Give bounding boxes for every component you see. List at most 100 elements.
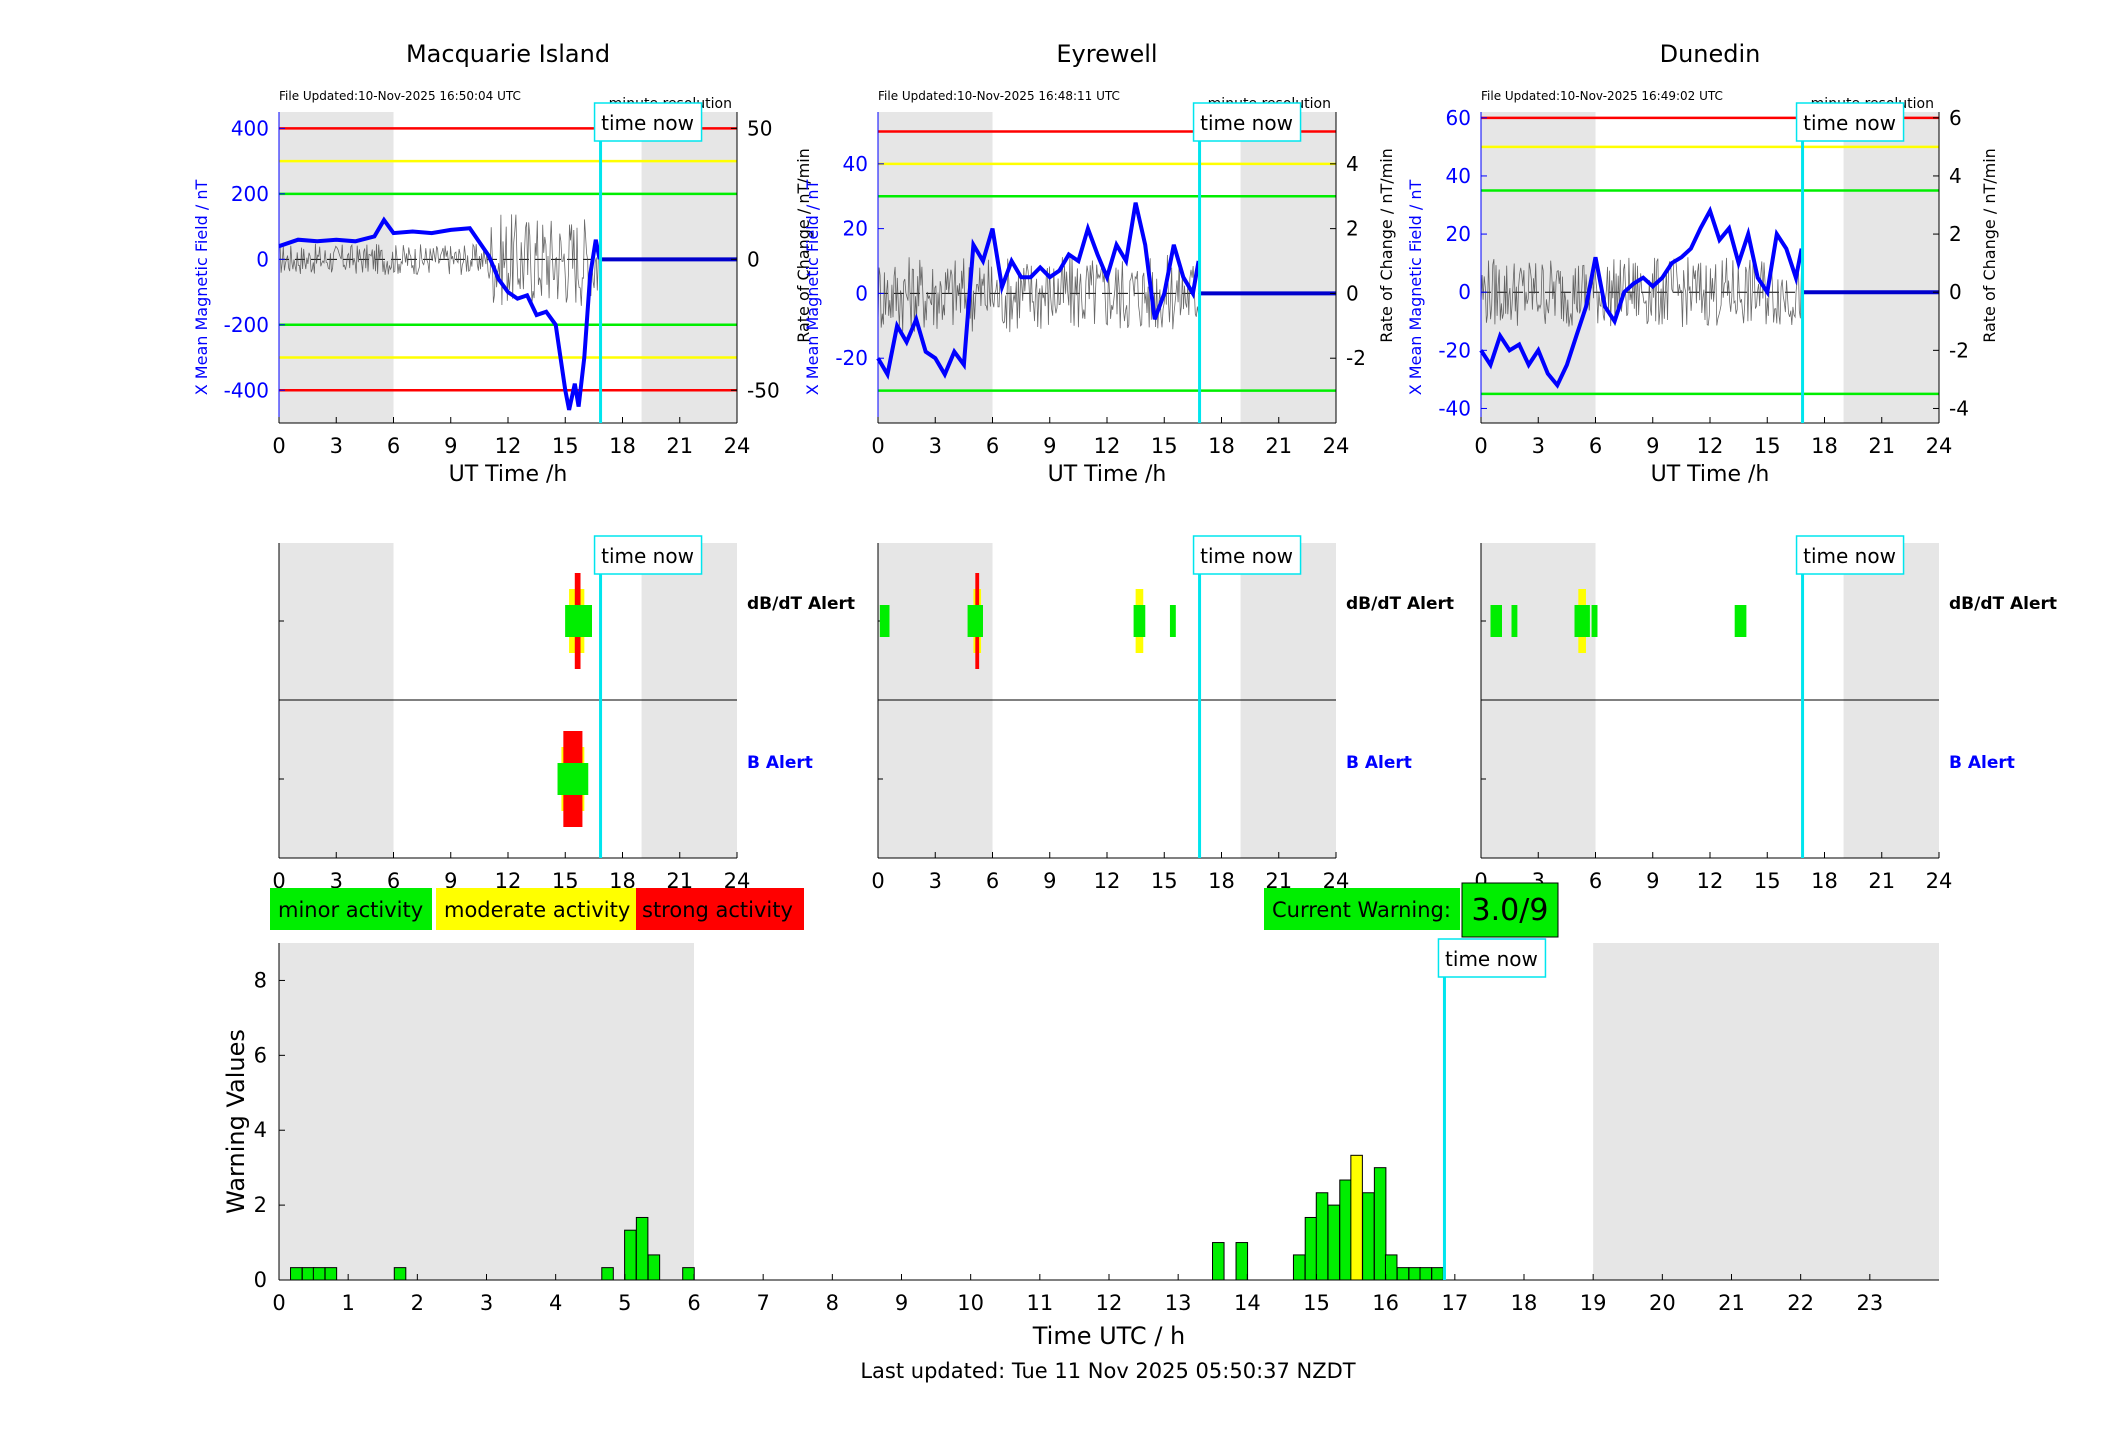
- left-tick-label: 0: [1458, 280, 1471, 304]
- bar-x-tick-label: 2: [411, 1291, 424, 1315]
- warning-bar: [682, 1267, 695, 1281]
- time-now-label: time now: [1200, 111, 1293, 135]
- dbdt-alert-core: [1734, 605, 1747, 637]
- bar-x-tick-label: 0: [272, 1291, 285, 1315]
- warning-bar: [1292, 1254, 1306, 1281]
- alert-time-now-label: time now: [1803, 544, 1896, 568]
- dbdt-alert-label: dB/dT Alert: [747, 594, 855, 614]
- right-tick-label: 4: [1949, 164, 1962, 188]
- x-tick-label: 21: [1868, 434, 1895, 458]
- warning-bar: [1408, 1267, 1421, 1281]
- file-updated-text: File Updated:10-Nov-2025 16:50:04 UTC: [279, 89, 521, 103]
- bar-x-tick-label: 17: [1441, 1291, 1468, 1315]
- warning-bar: [1235, 1242, 1249, 1281]
- bar-x-axis-label: Time UTC / h: [1032, 1322, 1186, 1350]
- alert-x-tick-label: 6: [387, 869, 400, 893]
- legend-moderate-swatch: [436, 888, 636, 930]
- x-tick-label: 24: [724, 434, 751, 458]
- warning-bar: [1431, 1267, 1444, 1281]
- right-tick-label: 0: [1949, 280, 1962, 304]
- dbdt-alert-label: dB/dT Alert: [1346, 594, 1454, 614]
- alert-x-tick-label: 6: [1589, 869, 1602, 893]
- left-tick-label: 0: [855, 281, 868, 305]
- right-tick-label: -50: [747, 378, 780, 402]
- warning-bar: [647, 1254, 661, 1281]
- station-title: Dunedin: [1660, 40, 1761, 68]
- bar-x-tick-label: 14: [1234, 1291, 1261, 1315]
- left-tick-label: -400: [224, 378, 269, 402]
- left-tick-label: -40: [1438, 396, 1471, 420]
- x-tick-label: 0: [871, 434, 884, 458]
- station-panel-2: Dunedin File Updated:10-Nov-2025 16:49:02…: [1406, 40, 2057, 893]
- x-mean-field-trace: [876, 202, 1201, 380]
- station-title: Eyrewell: [1056, 40, 1157, 68]
- bar-x-tick-label: 13: [1165, 1291, 1192, 1315]
- legend-moderate-label: moderate activity: [444, 898, 630, 922]
- alert-time-now-box: [593, 535, 703, 575]
- x-tick-label: 3: [330, 434, 343, 458]
- right-tick-label: 0: [747, 247, 760, 271]
- bar-time-now-box: [1437, 938, 1547, 978]
- dbdt-alert-core: [967, 605, 983, 637]
- station-panel-1: Eyrewell File Updated:10-Nov-2025 16:48:1…: [803, 40, 1454, 893]
- warning-bar: [1384, 1254, 1398, 1281]
- alert-x-tick-label: 0: [871, 869, 884, 893]
- dbdt-alert-core: [879, 605, 890, 637]
- x-axis-label: UT Time /h: [1048, 462, 1167, 487]
- warning-bar: [393, 1267, 407, 1281]
- current-warning-label: Current Warning:: [1272, 898, 1451, 922]
- bar-x-tick-label: 15: [1303, 1291, 1330, 1315]
- rate-of-change-trace: [877, 254, 1200, 333]
- left-tick-label: 200: [231, 182, 269, 206]
- x-tick-label: 12: [495, 434, 522, 458]
- dbdt-alert-core: [1574, 605, 1590, 637]
- b-alert-label: B Alert: [747, 753, 813, 773]
- warning-bar: [1373, 1167, 1387, 1281]
- left-axis-label: X Mean Magnetic Field / nT: [192, 180, 211, 396]
- alert-x-tick-label: 18: [1208, 869, 1235, 893]
- right-tick-label: 2: [1949, 222, 1962, 246]
- alert-x-tick-label: 24: [1926, 869, 1953, 893]
- left-tick-label: 0: [256, 247, 269, 271]
- dbdt-alert-label: dB/dT Alert: [1949, 594, 2057, 614]
- bar-x-tick-label: 3: [480, 1291, 493, 1315]
- x-tick-label: 6: [387, 434, 400, 458]
- x-tick-label: 15: [552, 434, 579, 458]
- dbdt-alert-core: [1511, 605, 1518, 637]
- x-tick-label: 21: [666, 434, 693, 458]
- night-band: [1240, 112, 1336, 423]
- time-now-box: [1795, 102, 1905, 142]
- bar-x-tick-label: 18: [1511, 1291, 1538, 1315]
- right-axis-label: Rate of Change / nT/min: [1980, 148, 1999, 343]
- right-axis-label: Rate of Change / nT/min: [1377, 148, 1396, 343]
- x-tick-label: 18: [609, 434, 636, 458]
- alert-time-now-box: [1192, 535, 1302, 575]
- x-tick-label: 3: [1532, 434, 1545, 458]
- x-tick-label: 12: [1094, 434, 1121, 458]
- warning-bar: [1362, 1192, 1375, 1281]
- bar-y-tick-label: 4: [254, 1118, 267, 1142]
- warning-bar: [312, 1267, 326, 1281]
- warning-bar: [324, 1267, 338, 1281]
- x-axis-label: UT Time /h: [1651, 462, 1770, 487]
- bar-x-tick-label: 21: [1718, 1291, 1745, 1315]
- legend-minor-swatch: [270, 888, 432, 930]
- right-tick-label: 2: [1346, 217, 1359, 241]
- warning-bar: [1396, 1267, 1410, 1281]
- alert-x-tick-label: 0: [272, 869, 285, 893]
- alert-x-tick-label: 9: [1646, 869, 1659, 893]
- activity-legend: minor activity moderate activity strong ac…: [270, 888, 804, 930]
- right-tick-label: -2: [1949, 338, 1969, 362]
- right-tick-label: -4: [1949, 396, 1969, 420]
- x-mean-field-trace: [278, 216, 602, 411]
- alert-x-tick-label: 18: [1811, 869, 1838, 893]
- x-axis-label: UT Time /h: [449, 462, 568, 487]
- b-alert-core: [557, 763, 589, 795]
- alert-x-tick-label: 12: [1094, 869, 1121, 893]
- night-band: [279, 112, 394, 423]
- rate-of-change-trace: [278, 214, 601, 306]
- left-tick-label: -20: [1438, 338, 1471, 362]
